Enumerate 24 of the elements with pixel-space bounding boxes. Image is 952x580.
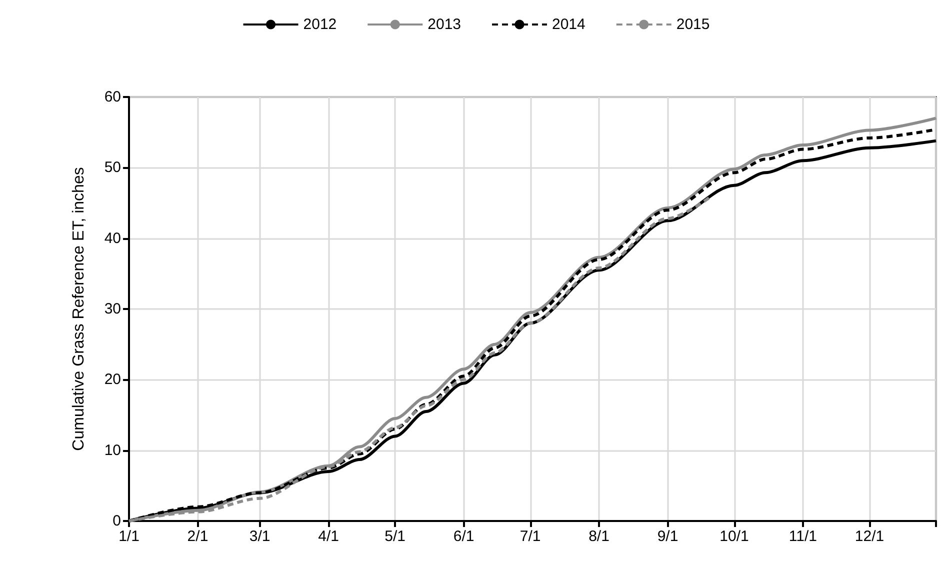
y-tick-label: 0: [112, 512, 121, 530]
y-tick-label: 40: [104, 230, 121, 247]
y-tick-label: 60: [104, 88, 121, 106]
y-axis-title: Cumulative Grass Reference ET, inches: [70, 167, 88, 451]
x-tick-label: 2/1: [187, 528, 208, 545]
x-tick-label: 7/1: [520, 528, 541, 545]
x-tick-label: 10/1: [720, 528, 749, 545]
legend-label: 2014: [552, 16, 586, 33]
x-tick-label: 12/1: [854, 528, 884, 545]
x-tick-label: 9/1: [657, 528, 678, 545]
x-tick-label: 3/1: [249, 528, 270, 545]
legend-label: 2013: [428, 16, 462, 33]
x-tick-label: 6/1: [453, 528, 474, 545]
legend-label: 2012: [303, 16, 337, 33]
x-tick-label: 8/1: [588, 528, 610, 545]
y-tick-label: 50: [104, 159, 121, 176]
legend-label: 2015: [676, 16, 710, 33]
x-tick-label: 5/1: [384, 528, 406, 545]
y-tick-label: 10: [104, 442, 121, 459]
x-tick-label: 4/1: [318, 528, 339, 545]
x-tick-label: 11/1: [788, 528, 818, 545]
x-tick-label: 1/1: [118, 528, 140, 545]
y-tick-label: 20: [104, 371, 121, 388]
y-tick-label: 30: [104, 300, 121, 318]
